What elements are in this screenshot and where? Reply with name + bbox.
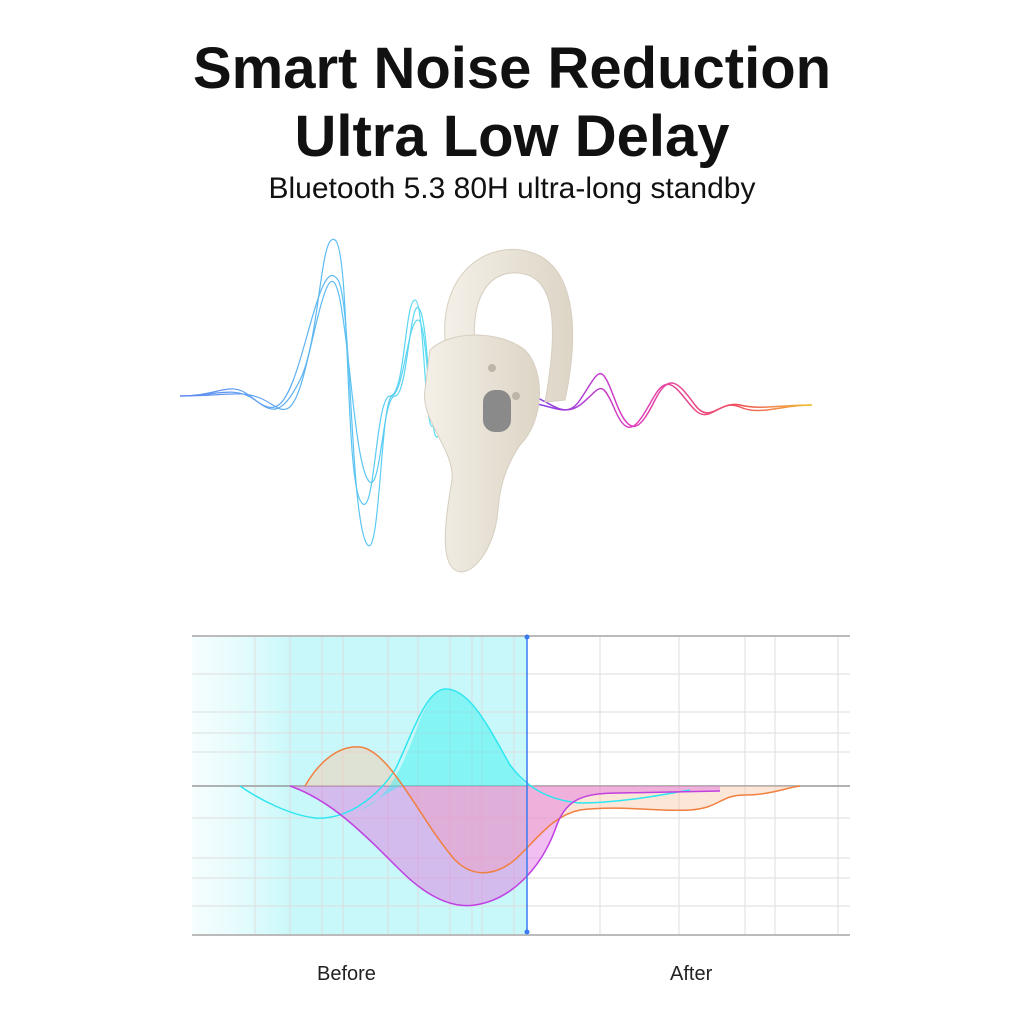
orange-fill: [305, 746, 800, 873]
magenta-line: [289, 785, 721, 907]
cyan-fill: [360, 689, 527, 810]
clean-wave: [509, 373, 813, 428]
after-label: After: [670, 963, 713, 985]
headline-line1: Smart Noise Reduction: [192, 36, 832, 101]
comparison-chart: [192, 634, 850, 936]
cyan-line: [239, 688, 691, 819]
earbud-image: [424, 248, 574, 573]
noise-wave: [179, 239, 441, 547]
before-label: Before: [317, 963, 376, 985]
orange-line: [304, 746, 801, 874]
headline-line2: Ultra Low Delay: [294, 104, 730, 169]
magenta-fill: [290, 786, 720, 906]
speaker-grille-icon: [483, 390, 511, 432]
subtitle: Bluetooth 5.3 80H ultra-long standby: [268, 172, 756, 205]
